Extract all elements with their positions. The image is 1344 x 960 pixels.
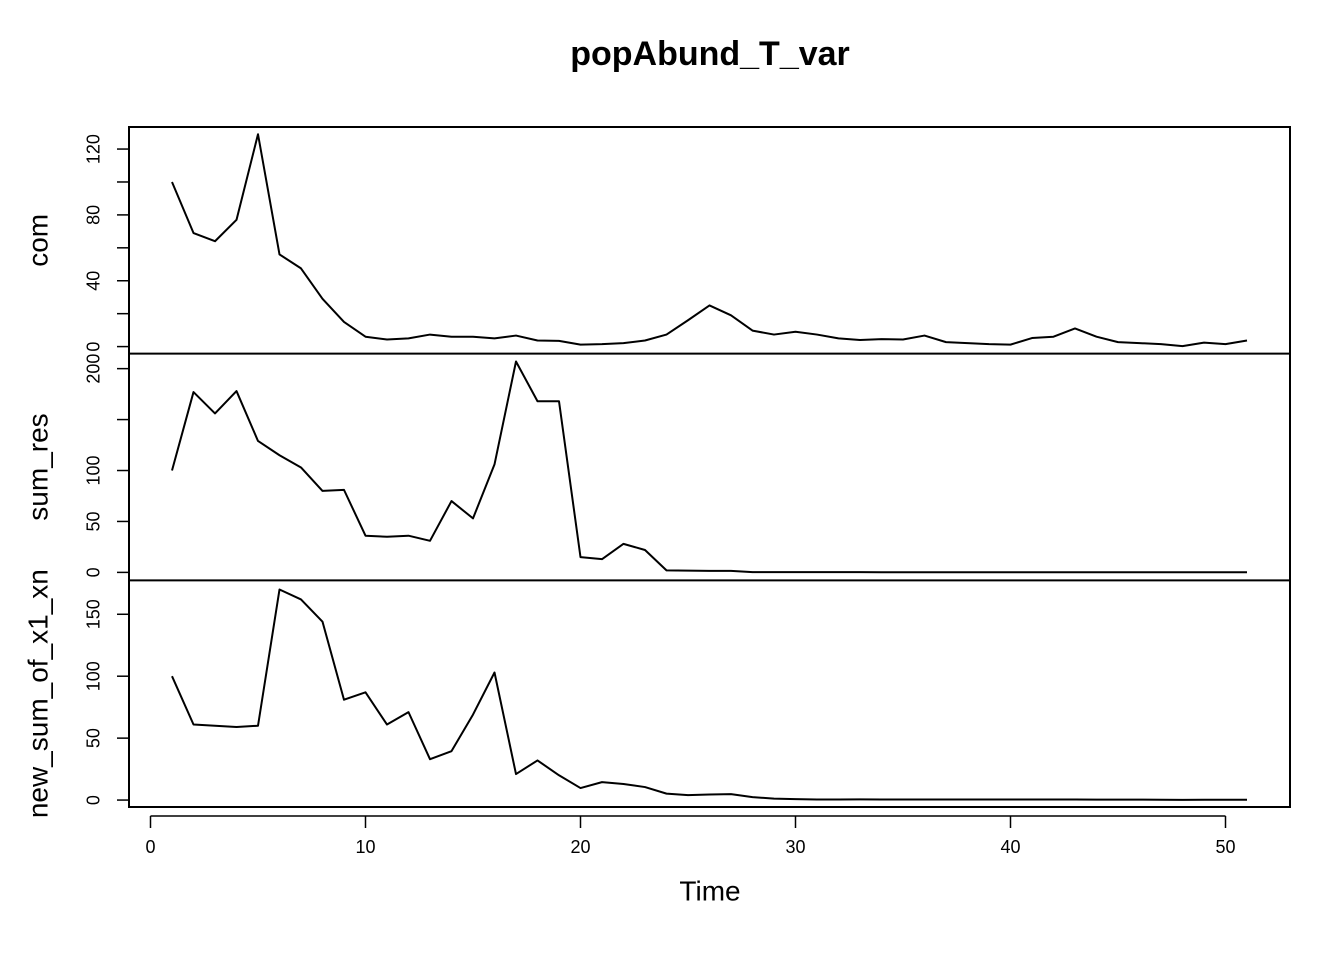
x-tick-label: 10 (355, 837, 375, 857)
series-line (171, 133, 1248, 348)
x-tick-label: 30 (785, 837, 805, 857)
x-tick-label: 0 (145, 837, 155, 857)
y-axis-label: com (22, 214, 53, 267)
y-tick-label: 100 (84, 661, 104, 691)
y-tick-label: 150 (84, 599, 104, 629)
series-line (171, 360, 1247, 574)
x-tick-label: 20 (570, 837, 590, 857)
series-line (171, 588, 1247, 801)
x-tick-label: 50 (1215, 837, 1235, 857)
y-tick-label: 80 (84, 205, 104, 225)
x-axis-label: Time (679, 875, 740, 906)
y-tick-label: 0 (84, 795, 104, 805)
x-tick-label: 40 (1000, 837, 1020, 857)
y-tick-label: 0 (84, 567, 104, 577)
y-tick-label: 40 (84, 271, 104, 291)
y-tick-label: 120 (84, 134, 104, 164)
y-tick-label: 0 (84, 342, 104, 352)
y-tick-label: 50 (84, 728, 104, 748)
y-tick-label: 200 (84, 354, 104, 384)
y-tick-label: 50 (84, 511, 104, 531)
y-axis-label: new_sum_of_x1_xn (22, 569, 53, 818)
chart-title: popAbund_T_var (570, 35, 850, 73)
y-tick-label: 100 (84, 455, 104, 485)
plot-frame (128, 126, 1291, 808)
y-axis-label: sum_res (22, 413, 53, 520)
